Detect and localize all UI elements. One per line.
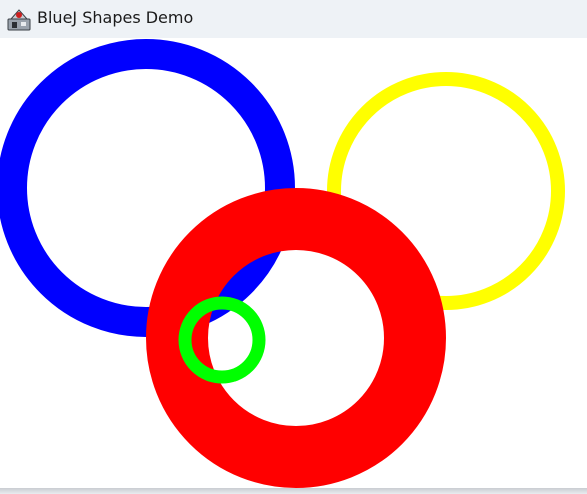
window-title: BlueJ Shapes Demo bbox=[37, 8, 194, 27]
green-circle bbox=[178, 296, 266, 384]
bluej-app-icon[interactable] bbox=[7, 7, 31, 31]
title-bar[interactable]: BlueJ Shapes Demo bbox=[0, 0, 587, 38]
blue-circle bbox=[0, 39, 295, 337]
red-circle bbox=[146, 188, 446, 488]
drawing-canvas bbox=[0, 38, 587, 488]
shapes-canvas bbox=[0, 39, 565, 488]
window-bottom-border bbox=[0, 488, 587, 494]
yellow-circle bbox=[327, 72, 565, 310]
